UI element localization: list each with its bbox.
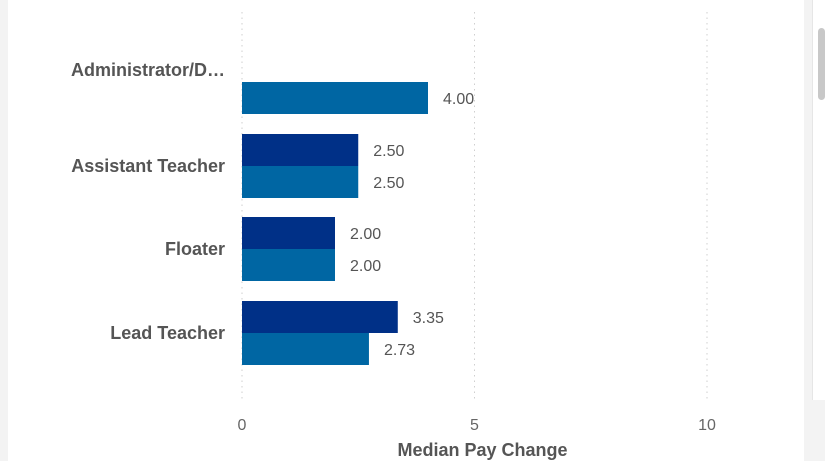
- x-tick-label-0: 0: [238, 417, 247, 434]
- value-label-3-1: 2.73: [384, 342, 415, 359]
- value-label-3-0: 3.35: [413, 310, 444, 327]
- value-label-1-1: 2.50: [373, 175, 404, 192]
- category-label-3: Lead Teacher: [110, 323, 225, 343]
- x-axis-title: Median Pay Change: [397, 440, 567, 460]
- value-label-2-0: 2.00: [350, 226, 381, 243]
- bars: [242, 82, 428, 365]
- category-label-2: Floater: [165, 239, 225, 259]
- value-labels: 4.00 2.50 2.50 2.00 2.00 3.35 2.73: [350, 91, 474, 359]
- category-label-1: Assistant Teacher: [71, 156, 225, 176]
- bar-0-1[interactable]: [242, 82, 428, 114]
- scrollbar-thumb[interactable]: [818, 28, 825, 100]
- bar-3-1[interactable]: [242, 333, 369, 365]
- bar-2-1[interactable]: [242, 249, 335, 281]
- value-label-0-1: 4.00: [443, 91, 474, 108]
- bar-1-0[interactable]: [242, 134, 359, 166]
- bar-3-0[interactable]: [242, 301, 398, 333]
- bar-2-0[interactable]: [242, 217, 335, 249]
- x-tick-label-2: 10: [698, 417, 716, 434]
- side-panel: [812, 0, 825, 400]
- chart-card: [8, 0, 804, 461]
- category-label-0: Administrator/D…: [71, 60, 225, 80]
- x-axis-ticks: 0 5 10: [238, 417, 716, 434]
- bar-1-1[interactable]: [242, 166, 359, 198]
- value-label-2-1: 2.00: [350, 258, 381, 275]
- category-labels: Administrator/D… Assistant Teacher Floater…: [71, 60, 225, 343]
- x-tick-label-1: 5: [470, 417, 479, 434]
- value-label-1-0: 2.50: [373, 143, 404, 160]
